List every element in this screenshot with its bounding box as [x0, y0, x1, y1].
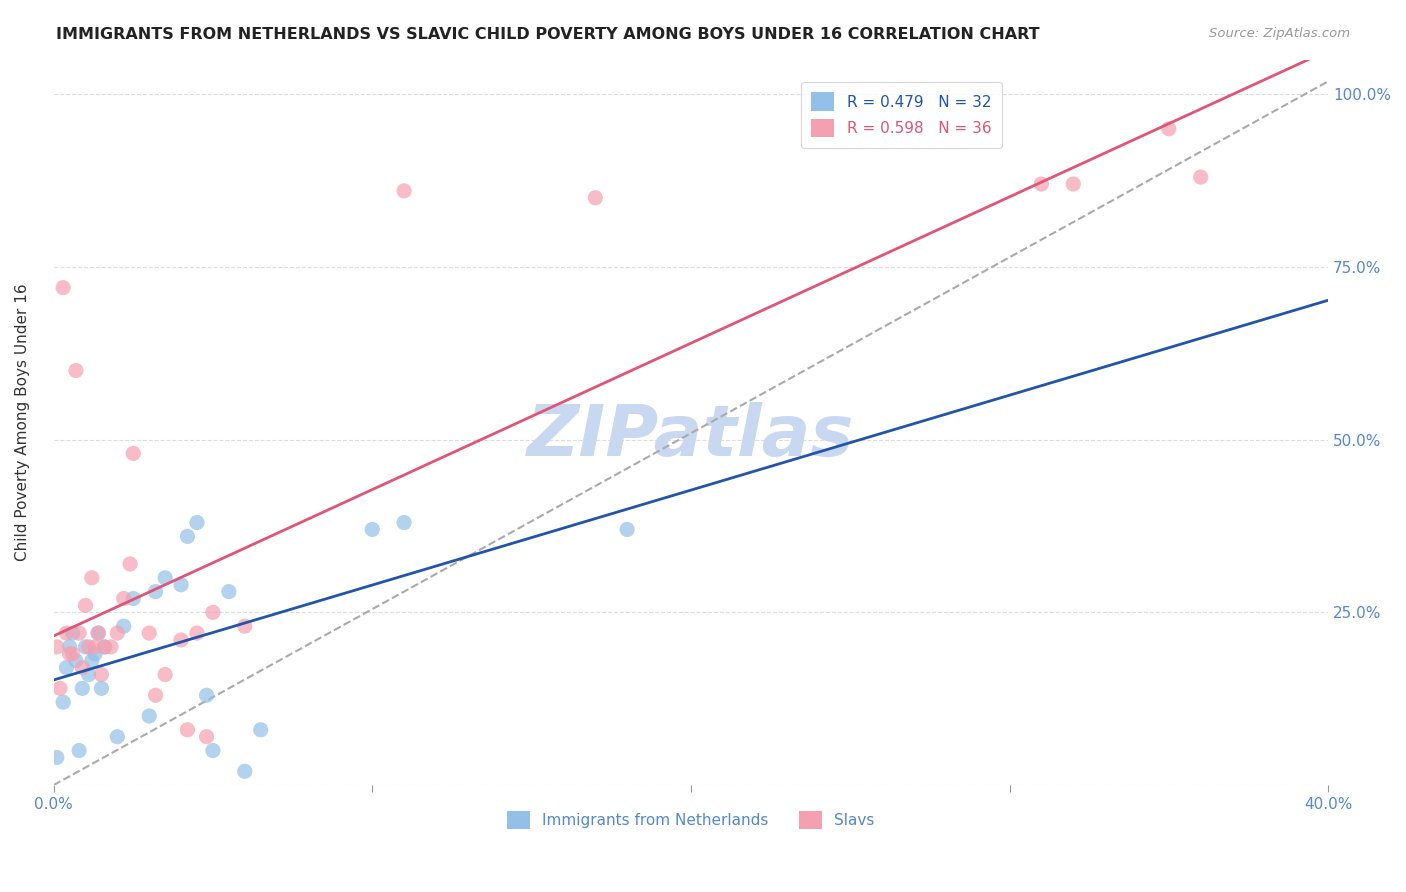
Point: [392, 184, 415, 198]
Point: [105, 730, 128, 744]
Point: [77, 640, 100, 654]
Point: [67, 626, 90, 640]
Point: [75, 599, 97, 613]
Text: ZIPatlas: ZIPatlas: [527, 402, 855, 471]
Point: [62, 626, 84, 640]
Point: [45, 640, 67, 654]
Point: [52, 695, 75, 709]
Point: [138, 709, 160, 723]
Point: [1157, 121, 1180, 136]
Point: [72, 660, 94, 674]
Point: [75, 640, 97, 654]
Point: [1062, 177, 1084, 191]
Point: [45, 750, 67, 764]
Point: [249, 723, 271, 737]
Point: [233, 619, 256, 633]
Point: [176, 723, 198, 737]
Point: [201, 743, 224, 757]
Point: [138, 626, 160, 640]
Point: [392, 516, 415, 530]
Point: [58, 640, 80, 654]
Point: [233, 764, 256, 779]
Point: [120, 557, 142, 571]
Point: [62, 647, 84, 661]
Point: [52, 280, 75, 294]
Point: [186, 626, 208, 640]
Point: [90, 667, 112, 681]
Point: [80, 571, 103, 585]
Point: [122, 446, 145, 460]
Point: [67, 743, 90, 757]
Point: [186, 516, 208, 530]
Text: Source: ZipAtlas.com: Source: ZipAtlas.com: [1209, 27, 1350, 40]
Point: [55, 660, 77, 674]
Point: [145, 584, 167, 599]
Point: [195, 730, 218, 744]
Point: [1189, 169, 1212, 184]
Point: [72, 681, 94, 696]
Point: [176, 529, 198, 543]
Point: [153, 571, 176, 585]
Point: [93, 640, 115, 654]
Point: [87, 626, 110, 640]
Point: [93, 640, 115, 654]
Point: [65, 363, 87, 377]
Point: [361, 523, 384, 537]
Point: [90, 681, 112, 696]
Y-axis label: Child Poverty Among Boys Under 16: Child Poverty Among Boys Under 16: [15, 284, 30, 561]
Point: [1031, 177, 1053, 191]
Point: [58, 647, 80, 661]
Point: [77, 667, 100, 681]
Point: [170, 632, 193, 647]
Point: [170, 578, 193, 592]
Text: IMMIGRANTS FROM NETHERLANDS VS SLAVIC CHILD POVERTY AMONG BOYS UNDER 16 CORRELAT: IMMIGRANTS FROM NETHERLANDS VS SLAVIC CH…: [56, 27, 1040, 42]
Point: [616, 523, 638, 537]
Legend: Immigrants from Netherlands, Slavs: Immigrants from Netherlands, Slavs: [501, 805, 880, 836]
Point: [218, 584, 240, 599]
Point: [87, 626, 110, 640]
Point: [122, 591, 145, 606]
Point: [49, 681, 72, 696]
Point: [65, 654, 87, 668]
Point: [145, 688, 167, 702]
Point: [153, 667, 176, 681]
Point: [84, 640, 107, 654]
Point: [201, 605, 224, 619]
Point: [80, 654, 103, 668]
Point: [105, 626, 128, 640]
Point: [84, 647, 107, 661]
Point: [583, 191, 606, 205]
Point: [112, 591, 135, 606]
Point: [112, 619, 135, 633]
Point: [55, 626, 77, 640]
Point: [100, 640, 122, 654]
Point: [195, 688, 218, 702]
